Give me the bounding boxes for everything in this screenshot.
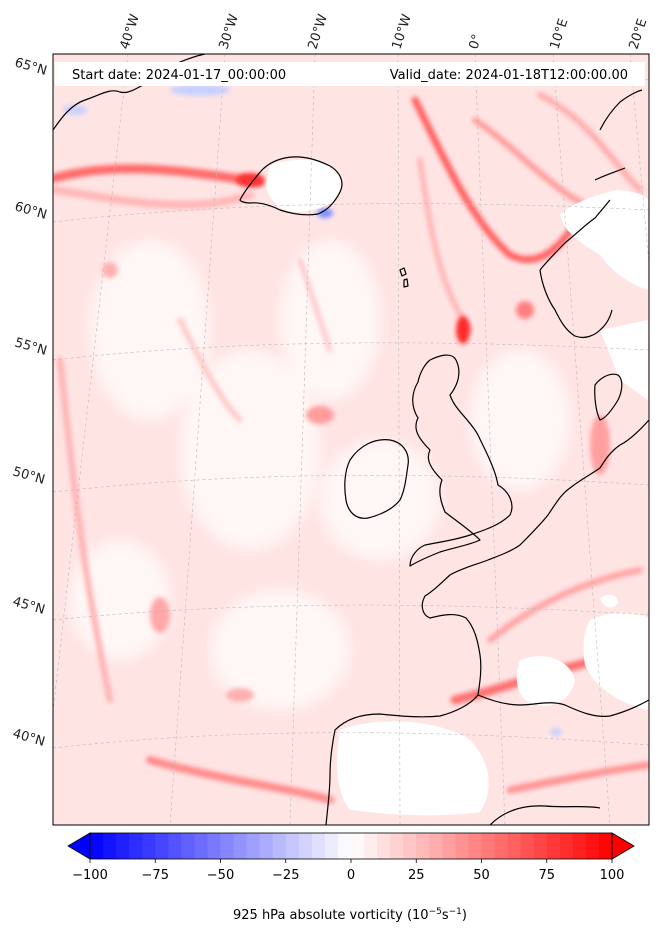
low-vorticity-patches (70, 240, 570, 710)
colorbar-step (364, 833, 378, 859)
colorbar-tick-label: 0 (347, 868, 355, 883)
colorbar-step (559, 833, 574, 859)
lon-label-20w: 20°W (306, 12, 331, 51)
lon-label-10e: 10°E (548, 17, 572, 51)
colorbar-tick-label: −50 (207, 868, 234, 883)
lat-label-45n: 45°N (11, 594, 47, 617)
colorbar-step (377, 833, 391, 859)
longitude-labels: 40°W 30°W 20°W 10°W 0° 10°E 20°E (118, 12, 651, 51)
colorbar-step (403, 833, 417, 859)
colorbar-step (572, 833, 587, 859)
lon-label-40w: 40°W (118, 12, 143, 51)
colorbar-step (598, 833, 613, 859)
colorbar: −100 −75 −50 −25 0 25 50 75 100 925 hPa absolute… (67, 832, 635, 923)
colorbar-ticks: −100 −75 −50 −25 0 25 50 75 100 (72, 859, 624, 883)
colorbar-tick-label: 50 (473, 868, 490, 883)
lat-label-55n: 55°N (13, 335, 49, 358)
colorbar-step (585, 833, 600, 859)
colorbar-step (259, 833, 274, 859)
colorbar-steps (90, 833, 613, 859)
lat-label-60n: 60°N (13, 199, 49, 222)
faroe-coast (399, 267, 409, 288)
colorbar-step (351, 833, 365, 859)
colorbar-tick-label: −25 (272, 868, 299, 883)
colorbar-step (155, 833, 169, 859)
lat-label-40n: 40°N (11, 726, 47, 749)
start-date-label: Start date: 2024-01-17_00:00:00 (72, 68, 286, 83)
colorbar-tick-label: −75 (142, 868, 169, 883)
colorbar-step (507, 833, 522, 859)
ireland-coast (344, 439, 409, 519)
latitude-labels: 65°N 60°N 55°N 50°N 45°N 40°N (11, 55, 49, 749)
colorbar-step (272, 833, 287, 859)
colorbar-step (337, 833, 352, 859)
colorbar-tick-label: 25 (408, 868, 425, 883)
lon-label-20e: 20°E (627, 17, 651, 51)
colorbar-tick-label: −100 (72, 868, 108, 883)
colorbar-step (285, 833, 300, 859)
scandinavia-coast (539, 199, 613, 339)
valid-date-label: Valid_date: 2024-01-18T12:00:00.00 (390, 68, 628, 83)
graticule (53, 54, 649, 825)
lon-label-30w: 30°W (217, 12, 242, 51)
iberia-med-coast (477, 694, 649, 717)
colorbar-step (481, 833, 496, 859)
colorbar-step (90, 833, 104, 859)
colorbar-step (324, 833, 339, 859)
norway-inner-coast (594, 89, 643, 181)
great-britain-coast (409, 354, 513, 567)
colorbar-step (194, 833, 209, 859)
colorbar-step (533, 833, 548, 859)
map-frame (52, 53, 650, 826)
greenland-coast (53, 54, 206, 131)
map-panel (53, 54, 649, 825)
lon-label-10w: 10°W (390, 12, 415, 51)
colorbar-step (468, 833, 483, 859)
colorbar-step (520, 833, 535, 859)
colorbar-step (220, 833, 235, 859)
coastlines (53, 54, 649, 825)
colorbar-extend-min (67, 832, 91, 860)
colorbar-step (494, 833, 509, 859)
colorbar-step (168, 833, 182, 859)
colorbar-tick-label: 75 (538, 868, 555, 883)
colorbar-step (233, 833, 248, 859)
colorbar-step (207, 833, 222, 859)
colorbar-step (116, 833, 130, 859)
colorbar-tick-label: 100 (600, 868, 625, 883)
colorbar-step (455, 833, 470, 859)
north-africa-coast (489, 805, 601, 825)
colorbar-step (298, 833, 313, 859)
header-band (55, 62, 645, 86)
lon-label-0: 0° (467, 33, 486, 52)
colorbar-step (129, 833, 143, 859)
colorbar-title: 925 hPa absolute vorticity (10−5s−1) (233, 907, 467, 923)
continent-coast (325, 419, 649, 825)
lat-label-65n: 65°N (13, 55, 49, 78)
colorbar-step (442, 833, 456, 859)
colorbar-step (390, 833, 404, 859)
colorbar-step (142, 833, 156, 859)
colorbar-step (311, 833, 326, 859)
lat-label-50n: 50°N (11, 464, 47, 487)
colorbar-step (246, 833, 261, 859)
denmark-coast (594, 373, 623, 421)
colorbar-step (546, 833, 561, 859)
negative-vorticity-patches (63, 84, 562, 736)
colorbar-step (429, 833, 443, 859)
colorbar-step (181, 833, 195, 859)
colorbar-step (416, 833, 430, 859)
masked-regions (266, 159, 648, 816)
iceland-coast (239, 156, 343, 216)
colorbar-step (103, 833, 117, 859)
colorbar-extend-max (611, 832, 635, 860)
